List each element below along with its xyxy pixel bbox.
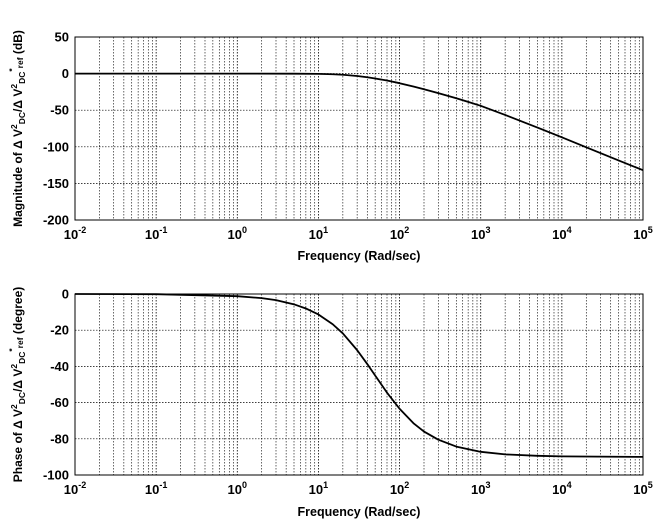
magnitude-series-line xyxy=(75,72,644,172)
y-label-part: 2 xyxy=(9,84,19,89)
phase-series-line xyxy=(74,293,644,458)
y-label-part: * xyxy=(7,68,17,72)
y-label-part: 2 xyxy=(9,404,19,409)
tick-exponent: 0 xyxy=(242,480,247,490)
magnitude-x-tick-label: 104 xyxy=(552,225,571,242)
tick-exponent: 2 xyxy=(404,480,409,490)
tick-base: 10 xyxy=(64,482,78,497)
tick-base: 10 xyxy=(390,482,404,497)
phase-x-tick-label: 101 xyxy=(309,480,328,497)
y-label-part: Magnitude of Δ V xyxy=(11,129,25,227)
phase-x-tick-label: 103 xyxy=(471,480,490,497)
y-label-part: DC xyxy=(17,352,27,364)
phase-y-tick-label: -60 xyxy=(50,395,69,410)
tick-exponent: 1 xyxy=(323,225,328,235)
tick-base: 10 xyxy=(228,482,242,497)
tick-exponent: 5 xyxy=(648,480,653,490)
tick-exponent: -1 xyxy=(159,480,167,490)
magnitude-x-tick-label: 101 xyxy=(309,225,328,242)
magnitude-x-tick-label: 10-2 xyxy=(64,225,86,242)
tick-base: 10 xyxy=(228,227,242,242)
magnitude-panel: 10-2 10-1 100 101 102 103 104 105500-50-100-150… xyxy=(7,30,653,264)
magnitude-y-tick-label: -50 xyxy=(50,103,69,118)
magnitude-y-tick-label: -150 xyxy=(43,176,69,191)
tick-base: 10 xyxy=(64,227,78,242)
y-label-part: (dB) xyxy=(11,30,25,57)
tick-exponent: -2 xyxy=(78,225,86,235)
magnitude-x-tick-label: 105 xyxy=(633,225,652,242)
tick-exponent: 5 xyxy=(648,225,653,235)
tick-base: 10 xyxy=(552,482,566,497)
magnitude-y-axis-label: Magnitude of Δ V2DC/Δ V2DC*ref (dB) xyxy=(7,30,27,227)
y-label-part: * xyxy=(7,348,17,352)
y-label-part: 2 xyxy=(9,364,19,369)
tick-base: 10 xyxy=(309,482,323,497)
tick-exponent: 4 xyxy=(567,480,572,490)
y-label-part: /Δ V xyxy=(11,369,25,392)
tick-exponent: 2 xyxy=(404,225,409,235)
tick-exponent: -2 xyxy=(78,480,86,490)
tick-base: 10 xyxy=(471,482,485,497)
tick-base: 10 xyxy=(390,227,404,242)
y-label-part: /Δ V xyxy=(11,89,25,112)
tick-base: 10 xyxy=(471,227,485,242)
phase-axes-frame xyxy=(74,293,644,476)
magnitude-x-tick-label: 10-1 xyxy=(145,225,167,242)
phase-x-tick-label: 102 xyxy=(390,480,409,497)
y-label-part: ref xyxy=(15,57,25,68)
phase-y-tick-label: -40 xyxy=(50,359,69,374)
magnitude-x-tick-label: 100 xyxy=(228,225,247,242)
magnitude-x-tick-label: 102 xyxy=(390,225,409,242)
tick-exponent: 3 xyxy=(485,480,490,490)
tick-exponent: 3 xyxy=(485,225,490,235)
magnitude-axes-frame xyxy=(74,36,644,221)
tick-exponent: 1 xyxy=(323,480,328,490)
phase-panel: 10-2 10-1 100 101 102 103 104 1050-20-40-60-80-… xyxy=(7,287,653,520)
phase-x-tick-label: 100 xyxy=(228,480,247,497)
tick-base: 10 xyxy=(309,227,323,242)
phase-y-tick-label: -20 xyxy=(50,323,69,338)
phase-x-axis-label: Frequency (Rad/sec) xyxy=(298,505,421,519)
phase-y-tick-label: 0 xyxy=(62,287,69,302)
phase-y-tick-label: -80 xyxy=(50,431,69,446)
tick-base: 10 xyxy=(633,482,647,497)
y-label-part: DC xyxy=(17,112,27,124)
phase-y-axis-label: Phase of Δ V2DC/Δ V2DC*ref (degree) xyxy=(7,287,27,483)
phase-x-tick-label: 105 xyxy=(633,480,652,497)
phase-x-tick-label: 104 xyxy=(552,480,571,497)
tick-base: 10 xyxy=(145,227,159,242)
y-label-part: DC xyxy=(17,72,27,84)
phase-x-tick-label: 10-2 xyxy=(64,480,86,497)
phase-x-tick-label: 10-1 xyxy=(145,480,167,497)
tick-exponent: 4 xyxy=(567,225,572,235)
magnitude-y-tick-label: -200 xyxy=(43,213,69,228)
y-label-part: ref xyxy=(15,337,25,348)
y-label-part: Phase of Δ V xyxy=(11,409,25,482)
phase-y-tick-label: -100 xyxy=(43,468,69,483)
tick-base: 10 xyxy=(145,482,159,497)
magnitude-y-tick-label: 50 xyxy=(55,30,69,45)
magnitude-x-tick-label: 103 xyxy=(471,225,490,242)
y-label-part: 2 xyxy=(9,124,19,129)
y-label-part: DC xyxy=(17,392,27,404)
tick-exponent: -1 xyxy=(159,225,167,235)
y-label-part: (degree) xyxy=(11,287,25,338)
tick-exponent: 0 xyxy=(242,225,247,235)
tick-base: 10 xyxy=(633,227,647,242)
magnitude-y-tick-label: 0 xyxy=(62,66,69,81)
magnitude-y-tick-label: -100 xyxy=(43,139,69,154)
tick-base: 10 xyxy=(552,227,566,242)
magnitude-x-axis-label: Frequency (Rad/sec) xyxy=(298,249,421,263)
